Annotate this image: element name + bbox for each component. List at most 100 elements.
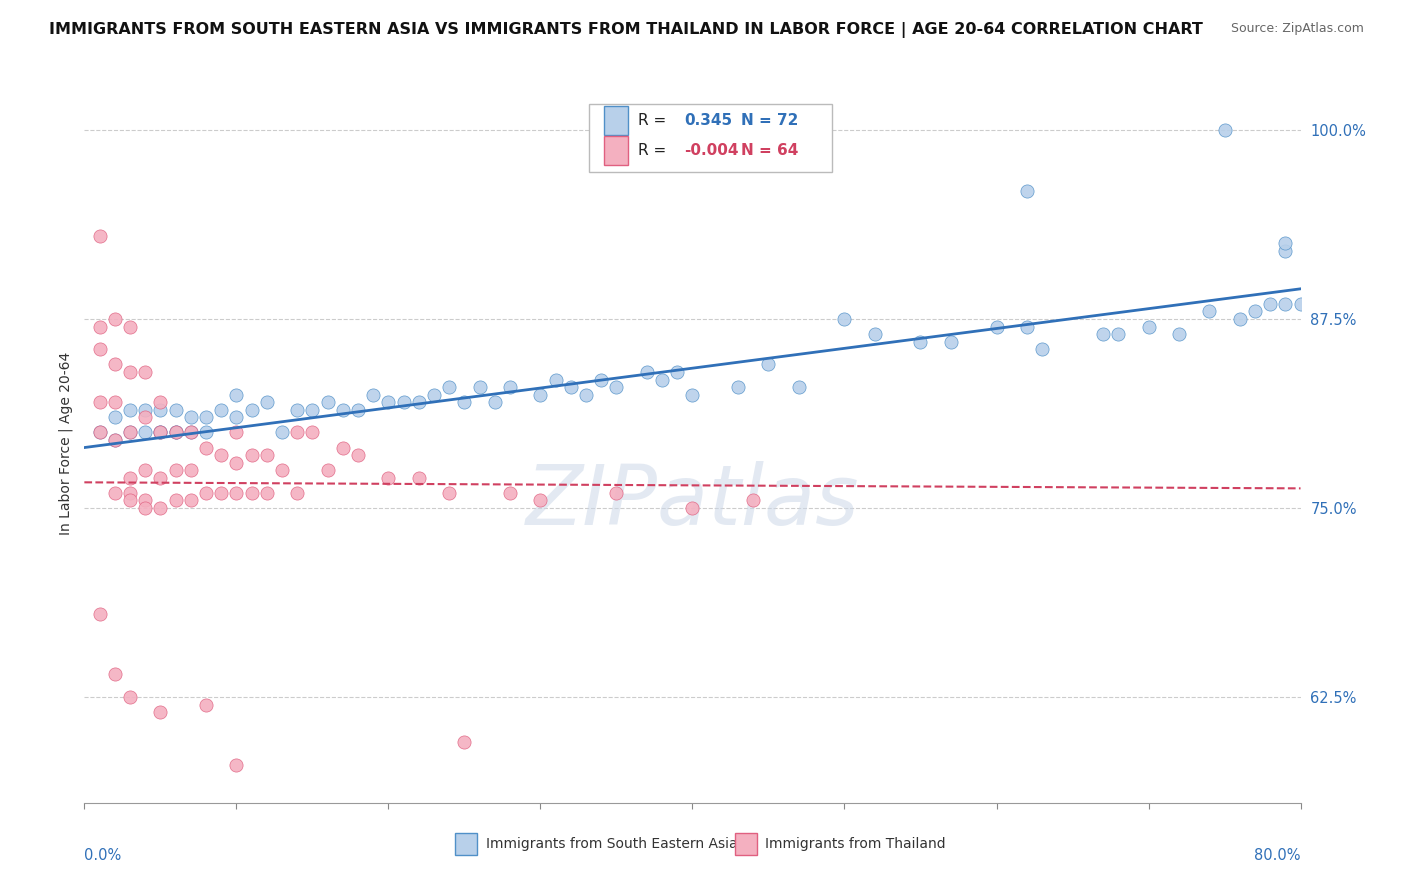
Point	[149, 425, 172, 440]
Bar	[603, 106, 628, 135]
Text: 0.345: 0.345	[683, 113, 733, 128]
Point	[104, 433, 127, 447]
Point	[575, 387, 598, 401]
Point	[89, 607, 111, 621]
Point	[209, 448, 232, 462]
Point	[636, 365, 658, 379]
Point	[149, 705, 172, 719]
Point	[149, 395, 172, 409]
Point	[89, 425, 111, 440]
Point	[194, 410, 218, 425]
Point	[939, 334, 962, 349]
Point	[225, 486, 247, 500]
Point	[316, 395, 339, 409]
Point	[240, 448, 263, 462]
Text: -0.004: -0.004	[683, 144, 738, 158]
Point	[118, 471, 141, 485]
Point	[439, 380, 461, 394]
Text: IMMIGRANTS FROM SOUTH EASTERN ASIA VS IMMIGRANTS FROM THAILAND IN LABOR FORCE | : IMMIGRANTS FROM SOUTH EASTERN ASIA VS IM…	[49, 22, 1204, 38]
Point	[1015, 184, 1038, 198]
Point	[165, 425, 187, 440]
Point	[209, 486, 232, 500]
Point	[134, 402, 156, 417]
Point	[285, 402, 308, 417]
Point	[787, 380, 810, 394]
Point	[180, 410, 202, 425]
Point	[104, 410, 127, 425]
Point	[194, 441, 218, 455]
Point	[986, 319, 1008, 334]
Text: Immigrants from South Eastern Asia: Immigrants from South Eastern Asia	[485, 837, 737, 851]
Point	[605, 380, 627, 394]
Point	[104, 667, 127, 681]
Point	[225, 387, 247, 401]
Point	[666, 365, 689, 379]
Point	[408, 395, 430, 409]
Text: ZIPatlas: ZIPatlas	[526, 460, 859, 541]
Point	[1274, 244, 1296, 258]
Point	[256, 448, 278, 462]
Point	[194, 698, 218, 712]
Point	[104, 312, 127, 326]
Point	[134, 410, 156, 425]
Point	[1015, 319, 1038, 334]
Point	[104, 358, 127, 372]
Point	[256, 486, 278, 500]
Point	[149, 501, 172, 516]
Point	[529, 493, 551, 508]
Point	[89, 319, 111, 334]
Point	[651, 372, 673, 386]
Point	[1258, 297, 1281, 311]
Point	[104, 486, 127, 500]
Point	[591, 372, 613, 386]
Point	[758, 358, 780, 372]
Bar	[735, 833, 756, 855]
Point	[149, 425, 172, 440]
Point	[1091, 327, 1114, 342]
Point	[499, 486, 522, 500]
Point	[1167, 327, 1189, 342]
Bar	[603, 136, 628, 165]
Text: Source: ZipAtlas.com: Source: ZipAtlas.com	[1230, 22, 1364, 36]
Point	[165, 463, 187, 477]
Point	[1274, 297, 1296, 311]
Point	[408, 471, 430, 485]
Point	[104, 395, 127, 409]
Point	[682, 501, 704, 516]
Point	[118, 486, 141, 500]
Point	[347, 402, 370, 417]
Point	[118, 690, 141, 704]
Text: 80.0%: 80.0%	[1254, 848, 1301, 863]
Point	[285, 425, 308, 440]
Point	[89, 343, 111, 357]
Point	[742, 493, 765, 508]
Point	[863, 327, 886, 342]
Point	[194, 486, 218, 500]
Point	[468, 380, 491, 394]
Point	[118, 402, 141, 417]
Point	[134, 501, 156, 516]
Point	[682, 387, 704, 401]
Point	[256, 395, 278, 409]
Point	[727, 380, 749, 394]
Point	[544, 372, 567, 386]
Point	[834, 312, 856, 326]
Point	[180, 425, 202, 440]
Point	[1289, 297, 1312, 311]
Point	[165, 493, 187, 508]
Point	[301, 425, 323, 440]
Point	[347, 448, 370, 462]
Point	[240, 486, 263, 500]
Point	[332, 441, 354, 455]
Bar	[456, 833, 477, 855]
Point	[499, 380, 522, 394]
Point	[165, 402, 187, 417]
Point	[209, 402, 232, 417]
Point	[1198, 304, 1220, 318]
Bar	[589, 104, 832, 172]
Point	[149, 471, 172, 485]
Point	[1274, 236, 1296, 251]
Point	[484, 395, 506, 409]
Point	[285, 486, 308, 500]
Text: R =: R =	[638, 113, 671, 128]
